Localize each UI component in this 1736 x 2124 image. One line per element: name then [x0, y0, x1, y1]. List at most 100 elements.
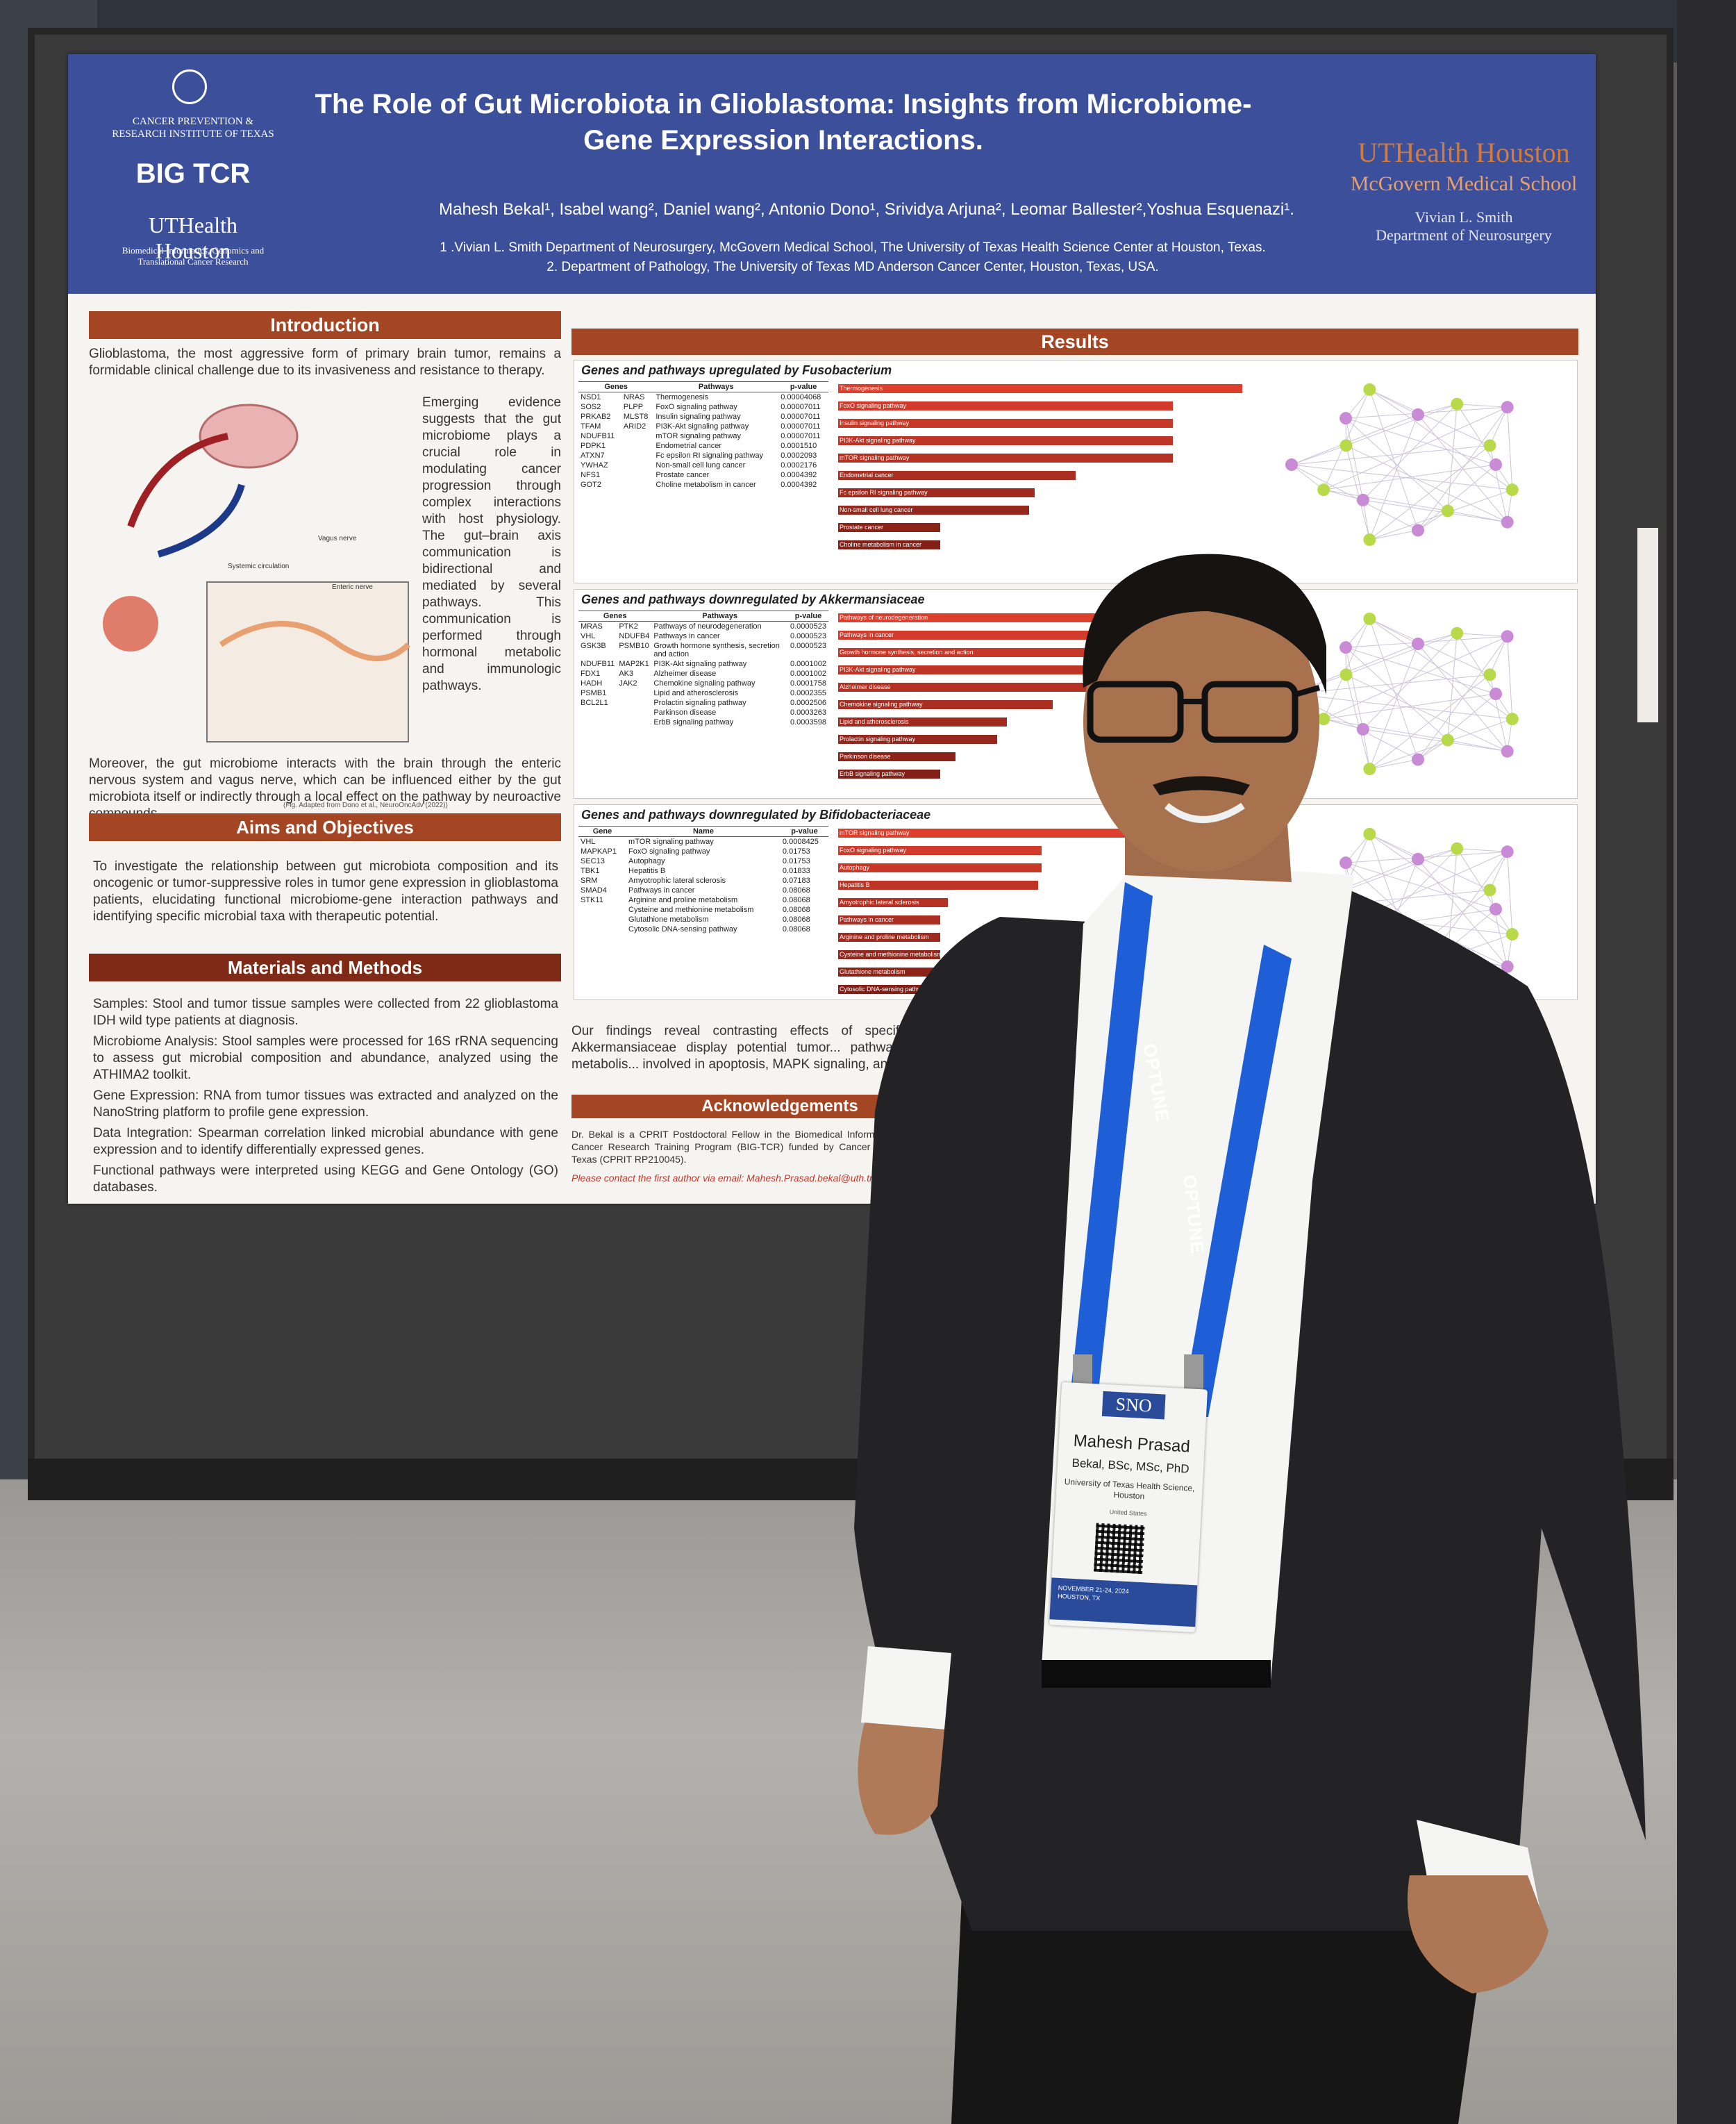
network-edge	[1291, 445, 1490, 465]
network-node	[1489, 903, 1502, 915]
pathway-bar: mTOR signaling pathway	[838, 454, 1173, 463]
network-edge	[1346, 445, 1508, 523]
table-cell: Autophagy	[628, 857, 665, 865]
network-edge	[1447, 740, 1508, 752]
network-edge	[1346, 633, 1458, 675]
table-cell: NFS1	[581, 471, 601, 479]
network-edge	[1447, 404, 1458, 511]
adjacent-poster-edge	[1637, 528, 1658, 722]
introduction-paragraph-2: Emerging evidence suggests that the gut …	[422, 395, 561, 693]
table-cell: mTOR signaling pathway	[656, 432, 741, 440]
network-edge	[1291, 693, 1512, 720]
network-edge	[1324, 489, 1448, 512]
network-node	[1451, 397, 1464, 410]
board-support-pole	[1677, 0, 1736, 2124]
network-edge	[1457, 848, 1508, 852]
table-row: YWHAZ Non-small cell lung cancer 0.0002176	[578, 461, 828, 470]
mcgovern-name: McGovern Medical School	[1350, 172, 1578, 195]
table-cell: HADH	[581, 679, 603, 688]
network-edge	[1346, 445, 1370, 540]
network-edge	[1369, 389, 1419, 415]
network-edge	[1457, 404, 1508, 408]
table-row: BCL2L1 Prolactin signaling pathway 0.00025…	[578, 698, 828, 708]
network-edge	[1489, 407, 1508, 446]
network-edge	[1369, 833, 1490, 890]
network-edge	[1417, 633, 1458, 645]
badge-organization: University of Texas Health Science, Hous…	[1064, 1477, 1195, 1502]
aims-heading: Aims and Objectives	[89, 813, 561, 841]
table-cell: 0.08068	[782, 886, 810, 895]
face	[1083, 573, 1319, 872]
network-node	[1501, 515, 1514, 529]
uthealth-logo-left: UTHealth Houston	[149, 213, 237, 263]
table-row: SMAD4 Pathways in cancer 0.08068	[578, 886, 828, 895]
poster-title: The Role of Gut Microbiota in Glioblasto…	[315, 89, 1252, 156]
table-cell: MAPKAP1	[581, 847, 617, 856]
pathway-bar: Fc epsilon RI signaling pathway	[838, 488, 1035, 497]
network-edge	[1447, 633, 1458, 740]
table-row: Cysteine and methionine metabolism 0.0806…	[578, 905, 828, 915]
table-cell: 0.00007011	[781, 422, 821, 431]
network-edge	[1447, 511, 1508, 523]
table-cell: Cytosolic DNA-sensing pathway	[628, 925, 737, 934]
network-edge	[1369, 718, 1512, 770]
table-header-cell: Genes	[578, 611, 652, 622]
network-node	[1356, 493, 1369, 506]
table-row: SEC13 Autophagy 0.01753	[578, 856, 828, 866]
network-edge	[1362, 499, 1370, 540]
table-cell: Insulin signaling pathway	[656, 413, 741, 421]
network-edge	[1456, 633, 1496, 695]
contact-email: Please contact the first author via emai…	[571, 1172, 904, 1184]
network-edge	[1417, 693, 1496, 760]
table-cell: NDUFB11	[581, 432, 615, 440]
network-edge	[1345, 647, 1364, 730]
network-edge	[1324, 464, 1496, 490]
network-node	[1317, 483, 1330, 497]
table-cell: TFAM	[581, 422, 601, 431]
table-cell: Pathways in cancer	[653, 632, 720, 640]
table-cell: mTOR signaling pathway	[628, 838, 714, 846]
table-cell: SEC13	[581, 857, 605, 865]
table-cell: 0.0003263	[790, 708, 826, 717]
diagram-label-enteric: Enteric nerve	[332, 583, 373, 591]
network-edge	[1291, 464, 1324, 490]
table-row: VHL mTOR signaling pathway 0.0008425	[578, 837, 828, 847]
right-hand	[1407, 1875, 1549, 1993]
table-cell: GSK3B	[581, 642, 606, 650]
methods-list: Samples: Stool and tumor tissue samples …	[93, 996, 558, 1200]
network-node	[1483, 668, 1496, 681]
network-edge	[1369, 618, 1490, 675]
network-node	[1412, 853, 1424, 865]
pathway-bar: Prolactin signaling pathway	[838, 735, 997, 744]
name-badge: SNO Mahesh Prasad Bekal, BSc, MSc, PhD U…	[1049, 1382, 1208, 1633]
table-row: ATXN7 Fc epsilon RI signaling pathway 0.00…	[578, 451, 828, 461]
network-node	[1363, 827, 1376, 840]
table-cell: VHL	[581, 632, 596, 640]
table-row: Cytosolic DNA-sensing pathway 0.08068	[578, 924, 828, 934]
table-cell: PLPP	[623, 403, 644, 411]
table-cell: 0.0002176	[781, 461, 817, 470]
pathway-bar: Glutathione metabolism	[838, 968, 940, 977]
author-list: Mahesh Bekal¹, Isabel wang², Daniel wang…	[439, 200, 1294, 219]
pathway-bar: Parkinson disease	[838, 752, 955, 761]
network-node	[1501, 745, 1514, 758]
table-cell: 0.0001002	[790, 670, 826, 678]
network-node	[1505, 483, 1519, 497]
network-node	[1339, 412, 1353, 425]
table-cell: 0.00007011	[781, 432, 821, 440]
network-edge	[1456, 848, 1496, 910]
table-cell: 0.01833	[782, 867, 810, 875]
network-edge	[1417, 404, 1458, 415]
table-cell: Endometrial cancer	[656, 442, 722, 450]
table-cell: Growth hormone synthesis, secretion and …	[653, 642, 780, 658]
table-row: HADH JAK2 Chemokine signaling pathway 0.000…	[578, 679, 828, 688]
department-line-1: Vivian L. Smith	[1414, 208, 1513, 226]
table-row: MRAS PTK2 Pathways of neurodegeneration 0.0…	[578, 622, 828, 632]
pathway-bar: Chemokine signaling pathway	[838, 700, 1053, 709]
pathway-bar: Cysteine and methionine metabolism	[838, 950, 940, 959]
network-edge	[1345, 418, 1364, 501]
table-cell: 0.0008425	[782, 838, 819, 846]
badge-country: United States	[1109, 1508, 1147, 1518]
table-cell: NSD1	[581, 393, 601, 401]
pathway-bar: Non-small cell lung cancer	[838, 506, 1029, 515]
